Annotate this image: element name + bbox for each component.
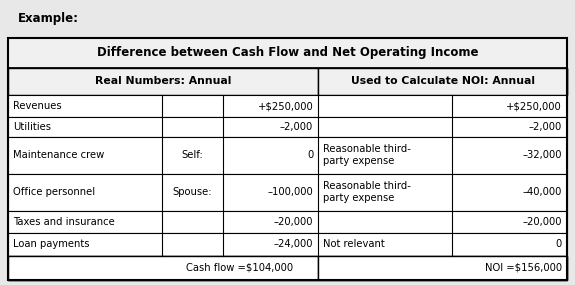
Text: Taxes and insurance: Taxes and insurance bbox=[13, 217, 115, 227]
Text: 0: 0 bbox=[556, 239, 562, 249]
Text: –2,000: –2,000 bbox=[529, 122, 562, 132]
Bar bbox=[8, 256, 567, 280]
Bar bbox=[8, 68, 567, 95]
Text: –20,000: –20,000 bbox=[523, 217, 562, 227]
Text: –32,000: –32,000 bbox=[523, 150, 562, 160]
Text: Difference between Cash Flow and Net Operating Income: Difference between Cash Flow and Net Ope… bbox=[97, 46, 478, 59]
Text: Office personnel: Office personnel bbox=[13, 188, 95, 198]
Text: –2,000: –2,000 bbox=[280, 122, 313, 132]
Text: Cash flow =$104,000: Cash flow =$104,000 bbox=[186, 263, 294, 273]
Text: Not relevant: Not relevant bbox=[323, 239, 385, 249]
Text: Revenues: Revenues bbox=[13, 101, 62, 111]
Text: Self:: Self: bbox=[182, 150, 204, 160]
Text: –100,000: –100,000 bbox=[267, 188, 313, 198]
Bar bbox=[8, 38, 567, 68]
Bar bbox=[8, 211, 567, 233]
Bar bbox=[8, 256, 318, 280]
Bar bbox=[318, 256, 567, 280]
Text: +$250,000: +$250,000 bbox=[506, 101, 562, 111]
Text: Reasonable third-
party expense: Reasonable third- party expense bbox=[323, 144, 411, 166]
Text: Maintenance crew: Maintenance crew bbox=[13, 150, 104, 160]
Text: Utilities: Utilities bbox=[13, 122, 51, 132]
Text: Used to Calculate NOI: Annual: Used to Calculate NOI: Annual bbox=[351, 76, 535, 86]
Text: –40,000: –40,000 bbox=[523, 188, 562, 198]
Text: 0: 0 bbox=[307, 150, 313, 160]
Text: Real Numbers: Annual: Real Numbers: Annual bbox=[95, 76, 231, 86]
Bar bbox=[8, 38, 567, 280]
Bar bbox=[8, 95, 567, 117]
Text: +$250,000: +$250,000 bbox=[258, 101, 313, 111]
Text: –20,000: –20,000 bbox=[274, 217, 313, 227]
Bar bbox=[8, 117, 567, 137]
Text: NOI =$156,000: NOI =$156,000 bbox=[485, 263, 562, 273]
Bar bbox=[8, 174, 567, 211]
Bar bbox=[8, 137, 567, 174]
Text: Loan payments: Loan payments bbox=[13, 239, 90, 249]
Text: Reasonable third-
party expense: Reasonable third- party expense bbox=[323, 182, 411, 203]
Text: –24,000: –24,000 bbox=[274, 239, 313, 249]
Bar bbox=[8, 233, 567, 256]
Bar bbox=[8, 68, 318, 95]
Text: Example:: Example: bbox=[18, 12, 79, 25]
Text: Spouse:: Spouse: bbox=[172, 188, 212, 198]
Bar bbox=[318, 68, 567, 95]
